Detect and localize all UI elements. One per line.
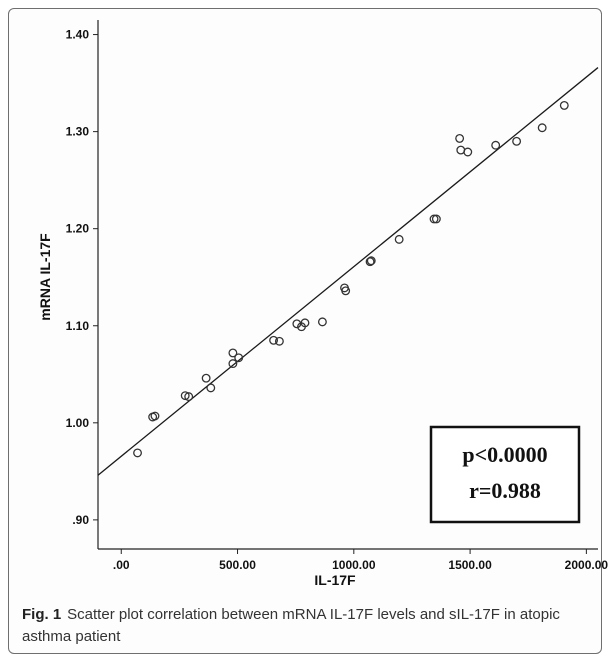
y-tick-label: .90	[72, 513, 89, 527]
data-point	[455, 133, 465, 143]
x-tick-label: .00	[113, 558, 130, 572]
x-tick-label: 2000.00	[565, 558, 609, 572]
data-point	[133, 448, 142, 458]
data-point	[491, 140, 501, 150]
data-point	[463, 147, 473, 157]
y-tick-label: 1.00	[66, 416, 90, 430]
data-point	[234, 353, 244, 363]
r-value-annotation: r=0.988	[469, 478, 541, 503]
figure-frame	[8, 8, 602, 654]
data-point	[180, 391, 190, 401]
regression-line	[97, 67, 599, 476]
x-tick-label: 500.00	[219, 558, 256, 572]
caption-text: Scatter plot correlation between mRNA IL…	[22, 606, 560, 645]
stats-box	[429, 425, 581, 524]
data-point	[431, 214, 441, 224]
figure-caption: Fig. 1 Scatter plot correlation between m…	[22, 604, 597, 648]
y-axis-title: mRNA IL-17F	[37, 233, 53, 321]
data-point	[429, 214, 439, 224]
data-point	[365, 257, 375, 267]
y-tick-label: 1.20	[66, 222, 90, 236]
x-axis-title: IL-17F	[314, 572, 356, 588]
p-value-annotation: p<0.0000	[462, 442, 547, 467]
x-tick-label: 1500.00	[448, 558, 492, 572]
data-point	[317, 317, 327, 327]
data-point	[201, 373, 211, 383]
data-point	[228, 348, 238, 358]
data-point	[512, 136, 522, 146]
data-point	[394, 234, 404, 244]
data-point	[228, 359, 238, 369]
x-tick-label: 1000.00	[332, 558, 376, 572]
data-point	[274, 336, 284, 346]
data-point	[559, 100, 569, 110]
y-tick-label: 1.30	[66, 125, 90, 139]
data-point	[366, 256, 376, 266]
y-tick-label: 1.40	[66, 28, 90, 42]
data-point	[341, 286, 351, 296]
data-point	[537, 123, 547, 133]
data-point	[184, 392, 194, 402]
caption-label: Fig. 1	[22, 606, 62, 623]
y-tick-label: 1.10	[66, 319, 90, 333]
data-point	[206, 383, 216, 393]
data-point	[300, 318, 310, 328]
data-point	[150, 411, 160, 421]
plot-layer: .00 500.00 1000.00 1500.00 2000.00 .90 1.00 1.1…	[66, 20, 609, 572]
data-point	[269, 335, 279, 345]
